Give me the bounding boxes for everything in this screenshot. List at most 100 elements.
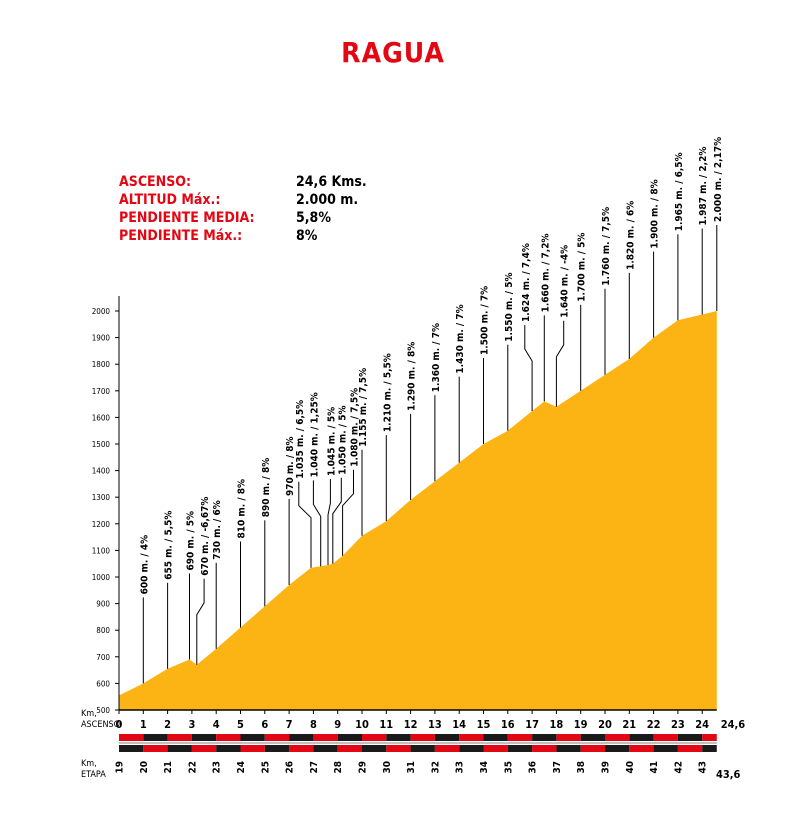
km-bar-segment-bottom [483,745,508,752]
annotation-label: 1.965 m. / 6,5% [674,152,685,231]
annotation-label: 670 m. / -6,67% [200,497,211,576]
annotation-label: 970 m. / 8% [285,436,296,496]
km-bar-segment-top [702,734,717,741]
stat-label: PENDIENTE MEDIA: [119,210,255,226]
x-tick-label-etapa: 43 [698,761,709,774]
km-bar-segment-top [337,734,362,741]
x-tick-label-ascenso: 22 [647,718,661,731]
annotation-label: 1.045 m. / 5% [326,407,337,476]
x-tick-label-etapa: 19 [115,761,126,774]
km-bar-segment-bottom [289,745,314,752]
x-tick-label-ascenso: 0 [116,718,123,731]
km-bar-segment-top [459,734,484,741]
x-end-label-ascenso: 24,6 [721,718,746,731]
km-bar-segment-bottom [410,745,435,752]
x-tick-label-etapa: 41 [649,761,660,774]
x-tick-label-ascenso: 11 [379,718,393,731]
x-tick-label-etapa: 35 [503,761,514,774]
y-tick-label: 1300 [92,493,111,502]
annotation-label: 1.550 m. / 5% [504,272,515,341]
x-tick-label-etapa: 40 [625,761,636,774]
annotation-label: 810 m. / 8% [237,479,248,539]
y-tick-label: 1400 [92,467,111,476]
km-bar-segment-bottom [605,745,630,752]
stat-value: 8% [296,228,318,244]
km-bar-segment-bottom [702,745,717,752]
x-tick-label-ascenso: 2 [164,718,171,731]
annotation-leader [312,480,322,567]
annotation-label: 1.050 m. / 5% [337,405,348,474]
y-tick-label: 1200 [92,520,111,529]
y-tick-label: 1100 [92,546,111,555]
annotation-label: 1.500 m. / 7% [480,286,491,355]
km-bar-segment-bottom [386,745,411,752]
km-bar-segment-top [629,734,654,741]
x-tick-label-etapa: 31 [406,761,417,774]
x-tick-label-ascenso: 13 [428,718,442,731]
y-tick-label: 800 [96,626,110,635]
km-bar-segment-top [264,734,290,741]
x-tick-label-etapa: 32 [430,761,441,774]
km-bar-segment-bottom [313,745,338,752]
stat-label: ASCENSO: [119,174,192,190]
km-bar-segment-bottom [677,745,703,752]
etapa-axis-title-line2: ETAPA [81,770,106,780]
km-bar-segment-top [216,734,241,741]
x-tick-label-ascenso: 16 [501,718,515,731]
annotation-leader [332,477,342,564]
annotation-label: 1.360 m. / 7% [431,323,442,392]
stat-label: PENDIENTE Máx.: [119,228,243,244]
km-bar-segment-top [289,734,314,741]
stat-row-pendiente-max: PENDIENTE Máx.: 8% [119,227,367,245]
annotation-leader [524,325,533,411]
annotation-leader [298,481,312,568]
x-tick-label-ascenso: 24 [695,718,709,731]
km-bar-segment-top [386,734,411,741]
y-tick-label: 1600 [92,413,111,422]
annotation-label: 1.640 m. / -4% [560,245,571,318]
km-bar-segment-top [532,734,557,741]
annotation-leader [342,469,354,556]
x-tick-label-ascenso: 15 [477,718,491,731]
annotation-label: 1.820 m. / 6% [625,201,636,270]
y-tick-label: 1800 [92,360,111,369]
km-bar-segment-bottom [191,745,217,752]
km-bar-segment-bottom [216,745,241,752]
x-tick-label-ascenso: 21 [622,718,636,731]
x-tick-label-etapa: 22 [187,761,198,774]
x-tick-label-ascenso: 23 [671,718,685,731]
annotation-label: 600 m. / 4% [139,535,150,595]
x-tick-label-ascenso: 1 [140,718,147,731]
y-tick-label: 1000 [92,573,111,582]
x-tick-label-etapa: 34 [479,761,490,774]
km-bar-segment-bottom [264,745,290,752]
x-tick-label-ascenso: 5 [237,718,244,731]
annotation-label: 1.660 m. / 7,2% [540,234,551,313]
km-bar-segment-bottom [580,745,605,752]
x-tick-label-ascenso: 12 [404,718,418,731]
km-bar-segment-top [240,734,265,741]
annotation-leader [555,320,565,407]
km-bar-segment-bottom [240,745,265,752]
annotation-label: 1.080 m. / 7,5% [350,388,361,467]
km-bar-segment-top [191,734,217,741]
stat-value: 5,8% [296,210,331,226]
km-bar-segment-top [556,734,581,741]
x-tick-label-ascenso: 19 [574,718,588,731]
km-bar-segment-bottom [532,745,557,752]
annotation-label: 1.760 m. / 7,5% [601,207,612,286]
x-tick-label-etapa: 24 [236,761,247,774]
chart-title: RAGUA [341,36,445,69]
x-tick-label-etapa: 20 [139,761,150,774]
annotation-label: 1.290 m. / 8% [407,342,418,411]
y-tick-label: 700 [96,653,110,662]
km-bar-segment-bottom [556,745,581,752]
km-bar-segment-top [362,734,387,741]
annotation-label: 1.624 m. / 7,4% [521,243,532,322]
profile-area [119,311,717,710]
x-tick-label-etapa: 25 [260,761,271,774]
x-tick-label-ascenso: 3 [188,718,195,731]
stat-label: ALTITUD Máx.: [119,192,221,208]
x-tick-label-etapa: 30 [382,761,393,774]
